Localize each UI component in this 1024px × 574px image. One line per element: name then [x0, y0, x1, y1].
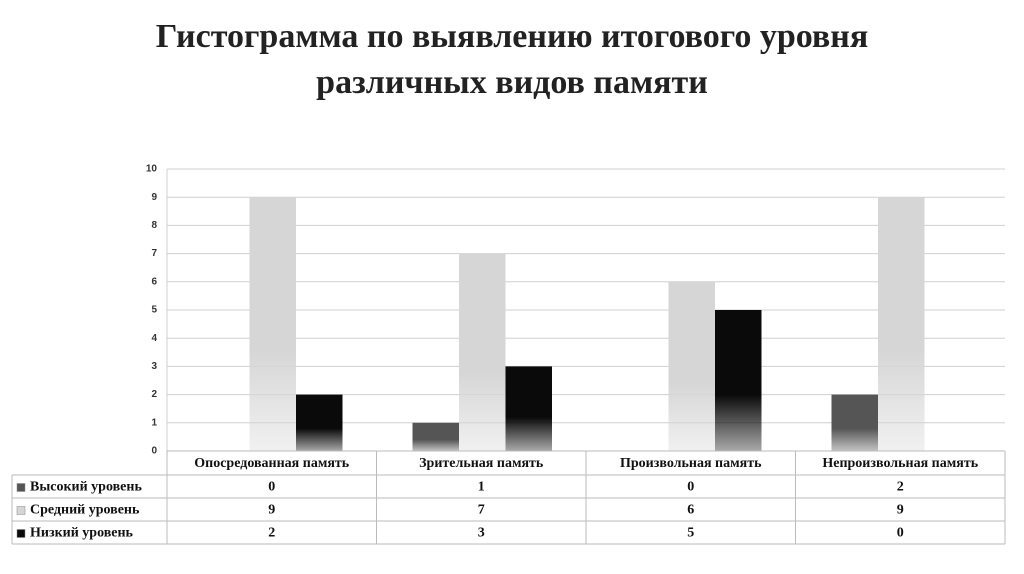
y-tick-label: 3 — [151, 361, 157, 372]
y-tick-label: 2 — [151, 389, 157, 400]
bar — [505, 366, 552, 451]
x-tick-label: Опосредованная память — [194, 456, 350, 471]
legend-key — [16, 506, 26, 515]
chart-title: Гистограмма по выявлению итогового уровн… — [155, 18, 869, 101]
x-tick-label: Произвольная память — [620, 456, 762, 471]
table-value: 0 — [897, 526, 904, 541]
table-value: 7 — [478, 503, 485, 518]
table-value: 2 — [897, 480, 904, 495]
y-tick-label: 6 — [151, 276, 157, 287]
y-tick-label: 9 — [151, 192, 157, 203]
y-tick-label: 10 — [146, 164, 158, 175]
bar — [831, 394, 878, 451]
bar — [668, 281, 715, 451]
table-value: 9 — [268, 503, 275, 518]
table-value: 0 — [687, 480, 694, 495]
bar — [249, 197, 296, 451]
bar — [878, 197, 925, 451]
table-value: 2 — [268, 526, 275, 541]
table-value: 1 — [478, 480, 485, 495]
y-tick-label: 5 — [151, 305, 157, 316]
x-tick-label: Непроизвольная память — [822, 456, 978, 471]
y-tick-label: 7 — [151, 248, 157, 259]
bar — [296, 394, 343, 451]
table-value: 3 — [478, 526, 485, 541]
legend-label: Низкий уровень — [30, 526, 134, 541]
legend-label: Средний уровень — [30, 503, 140, 518]
table-value: 5 — [687, 526, 694, 541]
bar — [715, 310, 762, 451]
bar — [412, 422, 459, 451]
legend-key — [16, 529, 26, 538]
table-value: 0 — [268, 480, 275, 495]
legend-label: Высокий уровень — [30, 480, 142, 495]
bar — [459, 253, 506, 451]
table-value: 9 — [897, 503, 904, 518]
y-tick-label: 1 — [151, 417, 157, 428]
y-tick-label: 8 — [151, 220, 157, 231]
legend-key — [16, 483, 26, 492]
y-tick-label: 0 — [151, 446, 157, 457]
x-tick-label: Зрительная память — [419, 456, 544, 471]
y-tick-label: 4 — [151, 333, 157, 344]
table-value: 6 — [687, 503, 694, 518]
